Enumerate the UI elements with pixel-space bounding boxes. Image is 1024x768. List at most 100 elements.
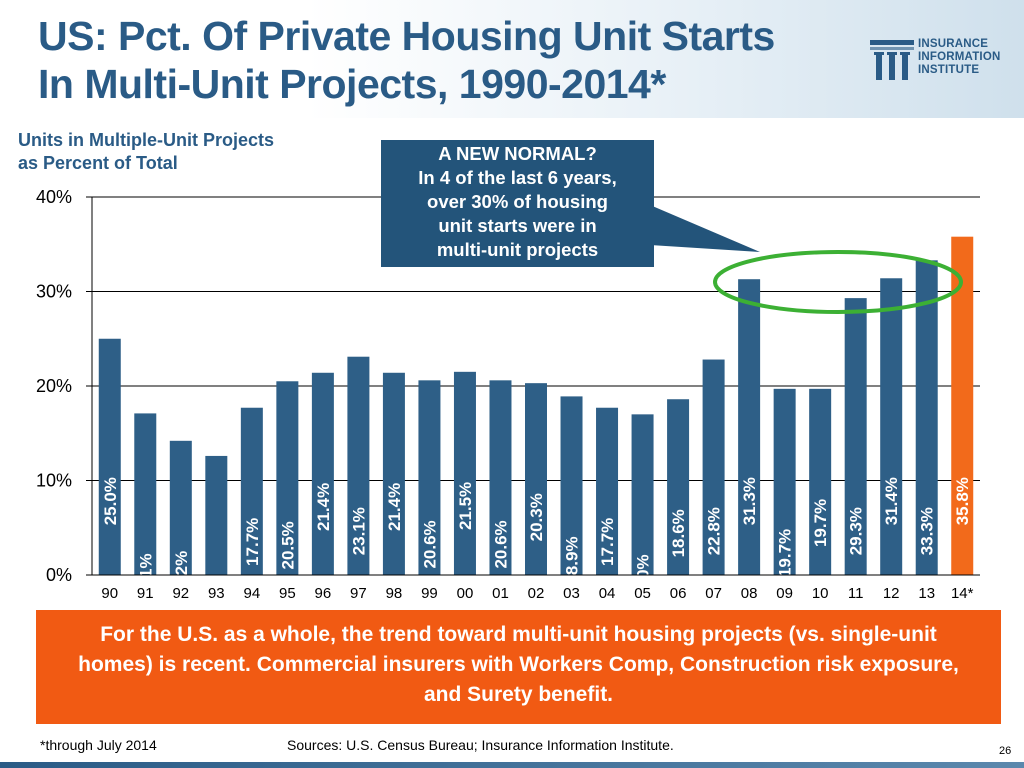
x-tick-label: 94 (243, 585, 260, 602)
note-box: For the U.S. as a whole, the trend towar… (36, 610, 1001, 724)
data-label: 21.4% (385, 483, 404, 531)
bar (205, 455, 228, 575)
data-label: 20.6% (420, 520, 439, 568)
x-tick-label: 05 (634, 585, 651, 602)
bar (134, 413, 157, 575)
bar (98, 338, 121, 575)
bar (951, 236, 974, 575)
subtitle-line-2: as Percent of Total (18, 153, 178, 173)
y-tick-label: 0% (46, 565, 72, 585)
bottom-bar (0, 762, 1024, 768)
bar (844, 298, 867, 575)
logo-line-2: INFORMATION (918, 51, 1001, 63)
y-tick-label: 30% (36, 282, 72, 302)
x-tick-label: 92 (172, 585, 189, 602)
y-tick-label: 10% (36, 471, 72, 491)
bar (525, 383, 547, 575)
x-tick-label: 02 (528, 585, 545, 602)
y-tick-label: 20% (36, 376, 72, 396)
page-title: US: Pct. Of Private Housing Unit Starts … (38, 12, 858, 108)
x-tick-label: 93 (208, 585, 225, 602)
bar (809, 388, 832, 575)
chart-subtitle: Units in Multiple-Unit Projects as Perce… (18, 129, 274, 175)
bar (311, 372, 334, 575)
x-tick-label: 12 (883, 585, 900, 602)
callout-line-1: A NEW NORMAL? (438, 143, 597, 164)
page-number: 26 (999, 745, 1012, 757)
sources: Sources: U.S. Census Bureau; Insurance I… (287, 737, 674, 753)
logo-text: INSURANCE INFORMATION INSTITUTE (918, 38, 1000, 77)
iii-logo: INSURANCE INFORMATION INSTITUTE (868, 36, 1018, 86)
data-label: 22.8% (705, 507, 724, 555)
data-label: 31.3% (740, 477, 759, 525)
x-tick-label: 14* (951, 585, 974, 602)
subtitle-line-1: Units in Multiple-Unit Projects (18, 130, 275, 150)
callout-line-4: unit starts were in (438, 215, 597, 236)
data-label: 29.3% (847, 507, 866, 555)
callout-pointer (650, 205, 760, 252)
bar (915, 260, 938, 575)
data-label: 35.8% (953, 477, 972, 525)
callout-line-5: multi-unit projects (436, 239, 599, 260)
logo-line-1: INSURANCE (918, 38, 989, 50)
data-label: 12.6% (207, 596, 226, 610)
bar (560, 396, 583, 575)
x-tick-label: 11 (848, 585, 864, 602)
bar (382, 372, 405, 575)
title-line-2: In Multi-Unit Projects, 1990-2014* (38, 61, 666, 107)
bar (702, 359, 725, 575)
title-line-1: US: Pct. Of Private Housing Unit Starts (38, 13, 775, 59)
bar (347, 356, 370, 575)
bar (489, 380, 512, 575)
header-band (0, 0, 1024, 118)
data-label: 20.3% (527, 493, 546, 541)
x-tick-label: 08 (741, 585, 758, 602)
data-label: 21.5% (456, 482, 475, 530)
bar (240, 407, 263, 575)
x-tick-label: 07 (705, 585, 722, 602)
x-tick-label: 95 (279, 585, 296, 602)
bar (169, 440, 192, 575)
bar (738, 279, 761, 575)
data-label: 19.7% (811, 499, 830, 547)
footnote: *through July 2014 (40, 737, 157, 753)
data-label: 18.9% (563, 536, 582, 584)
bar (276, 381, 299, 575)
data-label: 18.6% (669, 509, 688, 557)
iii-logo-icon (870, 40, 914, 80)
highlight-ellipse (713, 250, 963, 314)
callout-box: A NEW NORMAL? In 4 of the last 6 years, … (381, 140, 654, 267)
x-tick-label: 13 (918, 585, 935, 602)
data-label: 20.5% (278, 521, 297, 569)
bar (880, 278, 903, 575)
data-label: 17.0% (634, 554, 653, 602)
data-label: 23.1% (349, 507, 368, 555)
x-tick-label: 96 (315, 585, 332, 602)
x-tick-label: 91 (137, 585, 154, 602)
data-label: 17.7% (243, 518, 262, 566)
x-tick-label: 00 (457, 585, 474, 602)
x-tick-label: 90 (101, 585, 118, 602)
data-label: 31.4% (882, 477, 901, 525)
x-tick-label: 03 (563, 585, 580, 602)
x-tick-label: 01 (492, 585, 509, 602)
x-tick-label: 98 (386, 585, 403, 602)
y-tick-label: 40% (36, 187, 72, 207)
bar (453, 371, 476, 575)
data-label: 17.7% (598, 518, 617, 566)
bar (773, 388, 796, 575)
x-tick-label: 04 (599, 585, 616, 602)
callout-line-2: In 4 of the last 6 years, (418, 167, 617, 188)
bar (631, 414, 654, 575)
x-tick-label: 97 (350, 585, 367, 602)
data-label: 17.1% (136, 553, 155, 601)
bar (418, 380, 441, 575)
data-label: 19.7% (776, 529, 795, 577)
x-tick-label: 10 (812, 585, 829, 602)
data-label: 33.3% (918, 507, 937, 555)
x-tick-label: 06 (670, 585, 687, 602)
x-tick-label: 99 (421, 585, 438, 602)
bar-chart: 0%10%20%30%40%25.0%9017.1%9114.2%9212.6%… (35, 187, 980, 610)
bar (596, 407, 619, 575)
logo-line-3: INSTITUTE (918, 64, 980, 76)
